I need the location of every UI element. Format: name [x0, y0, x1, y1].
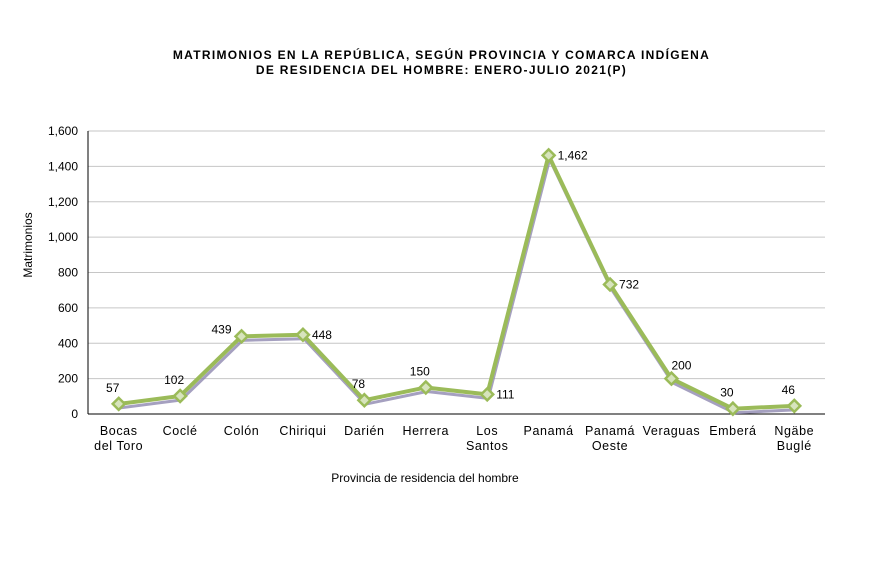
y-axis-title: Matrimonios: [21, 212, 35, 277]
x-tick-labels: Bocas del Toro Coclé Colón Chiriqui Darién Her…: [94, 424, 814, 453]
data-label: 1,462: [558, 148, 588, 162]
y-tick-label: 400: [58, 336, 78, 350]
series-markers: [110, 147, 803, 417]
chart-title-line-2: DE RESIDENCIA DEL HOMBRE: ENERO-JULIO 20…: [255, 63, 628, 77]
x-tick-label: Los Santos: [466, 424, 509, 453]
x-tick-label: Colón: [224, 424, 260, 438]
y-tick-label: 800: [58, 266, 78, 280]
chart-title-line-1: MATRIMONIOS EN LA REPÚBLICA, SEGÚN PROVI…: [172, 48, 711, 62]
data-point-marker: [663, 370, 680, 387]
data-label: 150: [410, 364, 430, 378]
y-tick-label: 600: [58, 301, 78, 315]
data-label: 46: [782, 383, 796, 397]
series-shadow-line: [119, 157, 796, 415]
gridlines: [87, 130, 825, 415]
chart-title: MATRIMONIOS EN LA REPÚBLICA, SEGÚN PROVI…: [0, 48, 883, 78]
x-tick-label: Ngäbe Buglé: [774, 424, 814, 453]
y-tick-labels: 0 200 400 600 800 1,000 1,200 1,400 1,600: [48, 124, 78, 421]
y-tick-label: 200: [58, 372, 78, 386]
data-label: 448: [312, 328, 332, 342]
x-tick-label: Panamá: [524, 424, 574, 438]
data-point-marker: [479, 386, 495, 403]
data-point-marker: [602, 276, 618, 293]
data-point-marker: [172, 388, 188, 404]
x-tick-label: Chiriqui: [279, 424, 326, 438]
data-point-marker: [725, 400, 741, 417]
x-tick-label: Panamá Oeste: [585, 424, 635, 453]
x-tick-label: Veraguas: [643, 424, 701, 438]
data-label: 732: [619, 278, 639, 292]
x-tick-label: Emberá: [709, 424, 756, 438]
data-point-marker: [110, 396, 127, 412]
data-label: 200: [671, 359, 691, 373]
data-label: 111: [496, 387, 515, 401]
x-tick-label: Coclé: [163, 424, 198, 438]
data-label: 57: [106, 381, 120, 395]
data-label: 102: [164, 373, 184, 387]
data-point-marker: [233, 328, 250, 345]
y-tick-label: 1,000: [48, 230, 78, 244]
series-line: [118, 153, 796, 415]
x-tick-label: Herrera: [403, 424, 450, 438]
x-axis-title: Provincia de residencia del hombre: [331, 471, 519, 485]
y-tick-label: 1,400: [48, 159, 78, 173]
data-label: 78: [352, 377, 366, 391]
series-line-path: [118, 153, 795, 411]
y-tick-label: 1,600: [48, 124, 78, 138]
x-tick-label: Bocas del Toro: [94, 424, 143, 453]
data-point-marker: [418, 379, 434, 396]
data-point-marker: [540, 147, 557, 164]
data-point-marker: [356, 392, 373, 408]
data-label: 439: [212, 322, 232, 336]
data-label: 30: [720, 386, 734, 400]
y-tick-label: 0: [71, 407, 78, 421]
data-point-marker: [786, 398, 803, 414]
data-labels: 57 102 439 448 78 150 111 1,462 732 200 30 46: [106, 148, 795, 401]
data-point-marker: [295, 326, 311, 343]
y-tick-label: 1,200: [48, 195, 78, 209]
x-tick-label: Darién: [344, 424, 384, 438]
